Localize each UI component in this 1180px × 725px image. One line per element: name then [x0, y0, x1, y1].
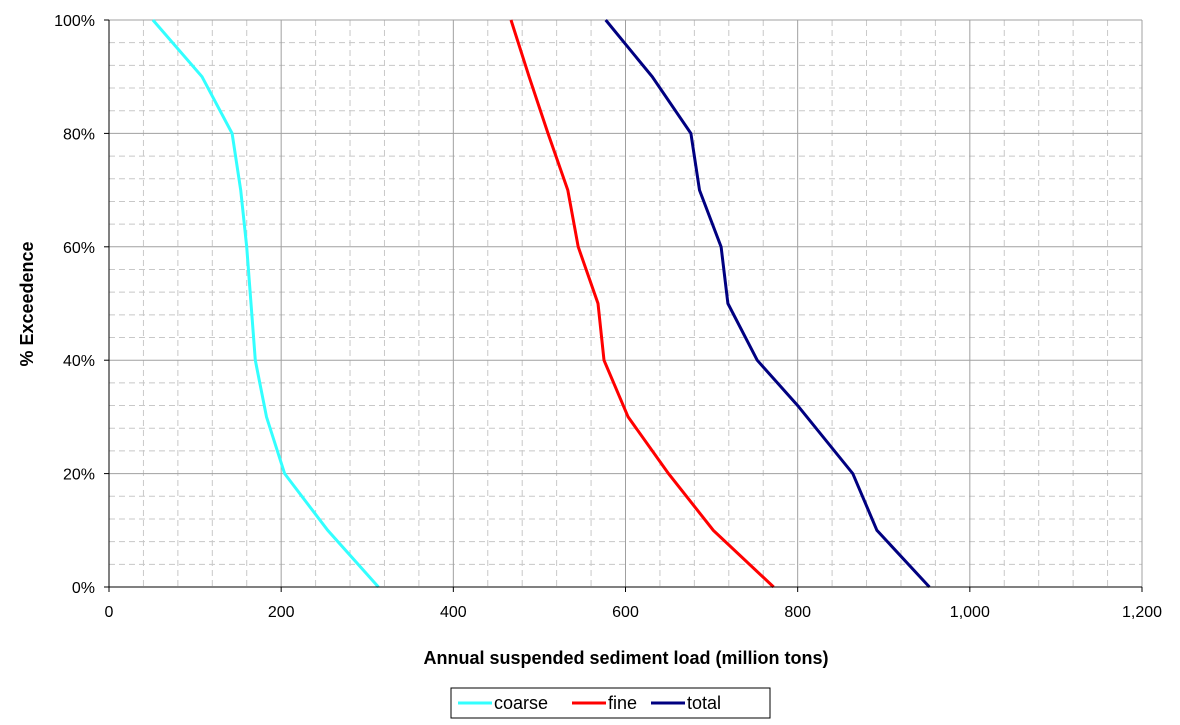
x-tick-label: 0: [105, 604, 114, 621]
y-tick-label: 100%: [54, 13, 95, 30]
series-lines: [151, 19, 931, 589]
series-line-coarse: [151, 19, 380, 588]
legend-box: [450, 687, 771, 719]
legend-label-fine: fine: [608, 693, 637, 713]
x-tick-label: 1,200: [1122, 604, 1162, 621]
axes: [104, 19, 1143, 592]
x-tick-label: 600: [612, 604, 639, 621]
y-tick-label: 0%: [72, 580, 95, 597]
x-tick-label: 400: [440, 604, 467, 621]
legend-label-coarse: coarse: [494, 693, 548, 713]
x-tick-labels: 0 200 400 600 800 1,000 1,200: [105, 604, 1163, 621]
y-tick-label: 20%: [63, 467, 95, 484]
y-axis-title: % Exceedence: [17, 241, 37, 366]
y-tick-labels: 0% 20% 40% 60% 80% 100%: [54, 13, 95, 597]
x-axis-title: Annual suspended sediment load (million …: [423, 648, 828, 668]
series-line-total: [604, 19, 931, 589]
x-tick-label: 200: [268, 604, 295, 621]
series-line-fine: [509, 19, 775, 589]
x-tick-label: 800: [784, 604, 811, 621]
legend: coarse fine total: [450, 687, 771, 719]
y-tick-label: 80%: [63, 126, 95, 143]
legend-label-total: total: [687, 693, 721, 713]
y-tick-label: 60%: [63, 240, 95, 257]
y-tick-label: 40%: [63, 353, 95, 370]
x-tick-label: 1,000: [950, 604, 990, 621]
